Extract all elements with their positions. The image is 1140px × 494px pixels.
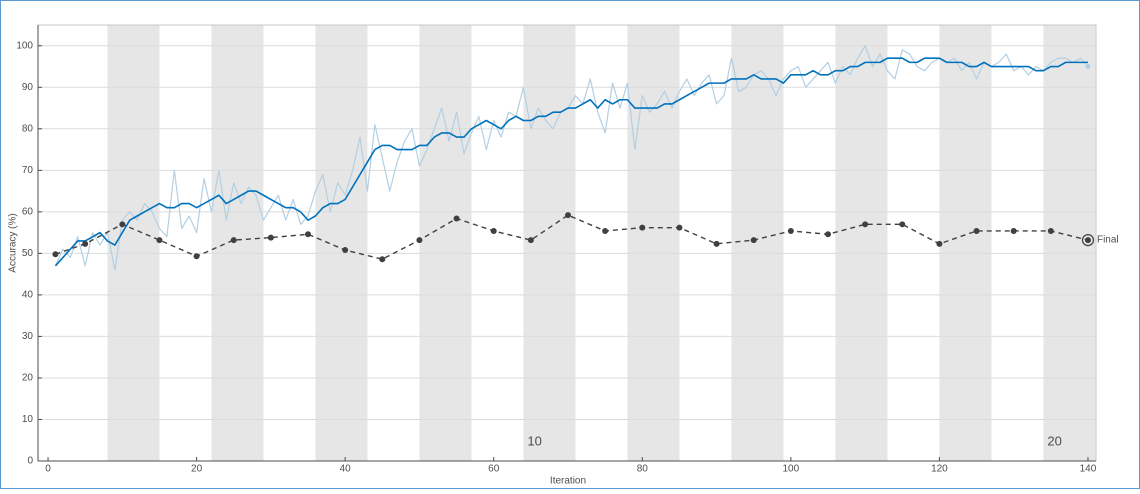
validation-point: [453, 215, 460, 222]
x-tick-label: 100: [783, 464, 800, 475]
validation-point: [193, 253, 200, 260]
validation-point: [156, 237, 163, 244]
x-tick-label: 140: [1080, 464, 1097, 475]
epoch-band: [1043, 25, 1096, 461]
x-tick-label: 60: [488, 464, 500, 475]
x-tick-label: 40: [340, 464, 352, 475]
series-line: [54, 45, 1089, 271]
y-tick-label: 30: [22, 331, 34, 342]
series-line: [55, 214, 1089, 260]
validation-point: [639, 224, 646, 231]
epoch-band: [315, 25, 368, 461]
validation-point: [936, 240, 943, 247]
y-tick-label: 40: [22, 290, 34, 301]
y-tick-label: 50: [22, 248, 34, 259]
y-tick-label: 20: [22, 373, 34, 384]
x-tick-label: 120: [931, 464, 948, 475]
validation-point: [416, 237, 423, 244]
x-tick-label: 20: [191, 464, 203, 475]
validation-point: [787, 227, 794, 234]
validation-point: [1010, 227, 1017, 234]
validation-point: [379, 256, 386, 263]
validation-point: [713, 240, 720, 247]
validation-point: [899, 221, 906, 228]
validation-point: [527, 237, 534, 244]
final-label: Final: [1097, 235, 1119, 246]
series-line: [54, 57, 1088, 267]
validation-point: [230, 237, 237, 244]
epoch-label: 20: [1047, 433, 1061, 448]
y-tick-label: 70: [22, 165, 34, 176]
y-tick-label: 10: [22, 414, 34, 425]
validation-point: [82, 240, 89, 247]
y-tick-label: 90: [22, 82, 34, 93]
epoch-band: [419, 25, 472, 461]
validation-point: [1084, 237, 1091, 244]
validation-point: [1047, 227, 1054, 234]
epoch-band: [627, 25, 680, 461]
x-tick-label: 0: [45, 464, 51, 475]
validation-point: [824, 231, 831, 238]
validation-point: [52, 251, 59, 258]
epoch-label: 10: [527, 433, 541, 448]
x-tick-label: 80: [637, 464, 649, 475]
validation-point: [342, 247, 349, 254]
validation-point: [973, 227, 980, 234]
epoch-band: [939, 25, 992, 461]
epoch-band: [731, 25, 784, 461]
validation-point: [490, 227, 497, 234]
validation-point: [565, 212, 572, 219]
x-axis-label: Iteration: [550, 476, 586, 487]
y-axis-label: Accuracy (%): [8, 213, 19, 272]
validation-point: [305, 231, 312, 238]
validation-point: [267, 234, 274, 241]
epoch-band: [835, 25, 888, 461]
final-raw-point: [1085, 64, 1091, 70]
validation-point: [750, 237, 757, 244]
y-tick-label: 100: [16, 40, 33, 51]
validation-point: [862, 221, 869, 228]
validation-point: [676, 224, 683, 231]
y-tick-label: 60: [22, 206, 34, 217]
final-marker: [1081, 233, 1095, 247]
validation-point: [602, 227, 609, 234]
epoch-band: [211, 25, 264, 461]
y-tick-label: 80: [22, 123, 34, 134]
y-tick-label: 0: [27, 456, 33, 467]
validation-point: [119, 221, 126, 228]
epoch-band: [523, 25, 576, 461]
